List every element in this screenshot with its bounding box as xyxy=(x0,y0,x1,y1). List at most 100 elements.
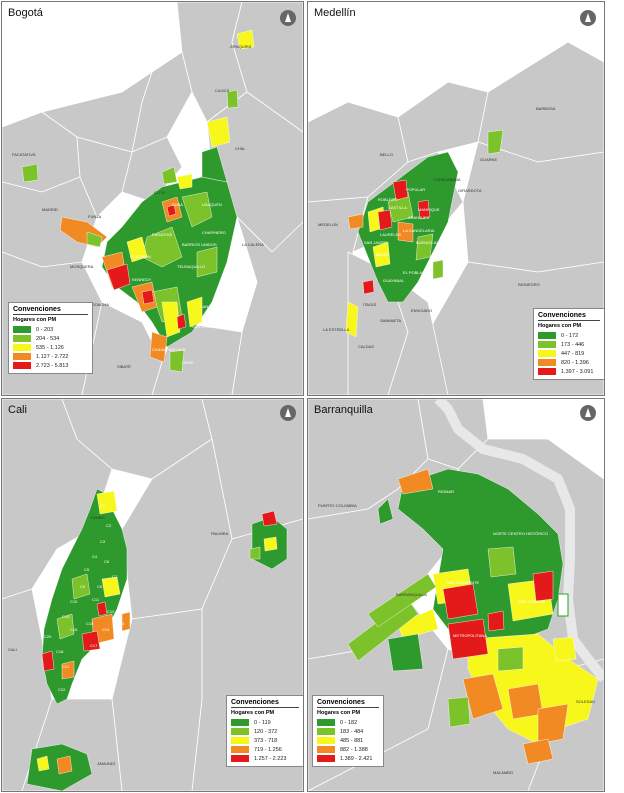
legend-title: Convenciones xyxy=(538,312,600,321)
north-arrow-icon xyxy=(280,10,296,26)
map-title-bogota: Bogotá xyxy=(8,7,43,19)
map-legend: Convenciones Hogares con PM 0 - 203 204 … xyxy=(8,302,93,374)
legend-swatch xyxy=(317,719,335,726)
place-label: USME xyxy=(182,360,194,365)
place-label: C4 xyxy=(92,554,98,559)
legend-swatch xyxy=(13,326,31,333)
place-label: BARBOSA xyxy=(536,106,556,111)
legend-item: 447 - 819 xyxy=(538,349,600,358)
legend-item: 820 - 1.396 xyxy=(538,358,600,367)
legend-item: 0 - 172 xyxy=(538,331,600,340)
legend-range: 1.127 - 2.722 xyxy=(36,353,69,360)
place-label: ARANJUEZ xyxy=(408,215,430,220)
place-label: C2 xyxy=(106,523,112,528)
legend-item: 120 - 372 xyxy=(231,727,299,736)
place-label: MOSQUERA xyxy=(70,264,94,269)
place-label: NORTE CENTRO HISTÓRICO xyxy=(493,531,549,536)
place-label: SUBA xyxy=(172,202,183,207)
place-label: CALI xyxy=(8,647,17,652)
legend-item: 719 - 1.256 xyxy=(231,745,299,754)
map-legend: Convenciones Hogares con PM 0 - 119 120 … xyxy=(226,695,303,767)
place-label: C17 xyxy=(90,643,98,648)
place-label: SABANETA xyxy=(380,318,402,323)
map-barranquilla xyxy=(308,399,604,791)
legend-swatch xyxy=(13,344,31,351)
place-label: MALAMBO xyxy=(493,770,514,775)
place-label: FONTIBÓN xyxy=(130,254,151,259)
map-legend: Convenciones Hogares con PM 0 - 182 183 … xyxy=(312,695,384,767)
place-label: ZIPAQUIRÁ xyxy=(230,44,252,49)
legend-subtitle: Hogares con PM xyxy=(317,710,361,716)
legend-range: 1.257 - 2.223 xyxy=(254,755,287,762)
legend-range: 120 - 372 xyxy=(254,728,278,735)
map-panel-bogota: Bogotá ZIPAQUIRÁ CAJICÁ CHÍA FACATATIVÁ … xyxy=(1,1,304,396)
map-title-medellin: Medellín xyxy=(314,7,356,19)
place-label: FUNZA xyxy=(88,214,102,219)
place-label: BARRIOS UNIDOS xyxy=(182,242,217,247)
north-arrow-icon xyxy=(280,405,296,421)
place-label: SIBATÉ xyxy=(117,364,131,369)
place-label: CHAPINERO xyxy=(202,230,226,235)
place-label: C9 xyxy=(80,584,86,589)
legend-item: 1.389 - 2.421 xyxy=(317,754,379,763)
legend-item: 0 - 203 xyxy=(13,325,88,334)
legend-item: 535 - 1.126 xyxy=(13,343,88,352)
place-label: C12 xyxy=(107,609,115,614)
place-label: SUR ORIENTE xyxy=(518,599,546,604)
map-title-barranquilla: Barranquilla xyxy=(314,404,373,416)
legend-swatch xyxy=(231,746,249,753)
legend-range: 0 - 119 xyxy=(254,719,271,726)
place-label: LA CALERA xyxy=(242,242,264,247)
north-arrow-icon xyxy=(580,405,596,421)
legend-item: 0 - 119 xyxy=(231,718,299,727)
legend-swatch xyxy=(13,353,31,360)
place-label: GUAYABAL xyxy=(383,278,404,283)
legend-range: 1.389 - 2.421 xyxy=(340,755,373,762)
place-label: EL POBLADO xyxy=(403,270,429,275)
place-label: CIUDAD BOLIVAR xyxy=(152,347,186,352)
legend-swatch xyxy=(538,368,556,375)
map-panel-cali: Cali YUMBO PALMIRA CALI JAMUNDÍ C1 C2 C3… xyxy=(1,398,304,792)
legend-range: 2.723 - 5.813 xyxy=(36,362,69,369)
place-label: BELÉN xyxy=(376,252,390,257)
legend-subtitle: Hogares con PM xyxy=(13,317,57,323)
map-title-cali: Cali xyxy=(8,404,27,416)
legend-range: 204 - 534 xyxy=(36,335,60,342)
legend-range: 719 - 1.256 xyxy=(254,746,282,753)
legend-range: 0 - 203 xyxy=(36,326,54,333)
place-label: CALDAS xyxy=(358,344,375,349)
legend-swatch xyxy=(231,737,249,744)
place-label: FACATATIVÁ xyxy=(12,152,36,157)
place-label: C15 xyxy=(86,621,94,626)
legend-item: 0 - 182 xyxy=(317,718,379,727)
legend-range: 183 - 484 xyxy=(340,728,364,735)
place-label: C21 xyxy=(62,664,70,669)
place-label: LAURELES xyxy=(380,232,401,237)
place-label: C14 xyxy=(102,627,110,632)
place-label: KENNEDY xyxy=(132,277,152,282)
place-label: MADRID xyxy=(42,207,58,212)
legend-swatch xyxy=(231,719,249,726)
legend-swatch xyxy=(13,335,31,342)
place-label: GUARNE xyxy=(480,157,498,162)
legend-range: 820 - 1.396 xyxy=(561,359,589,366)
place-label: COTA xyxy=(154,190,165,195)
place-label: ENGATIVÁ xyxy=(152,232,172,237)
legend-swatch xyxy=(231,755,249,762)
legend-swatch xyxy=(538,332,556,339)
north-arrow-icon xyxy=(580,10,596,26)
legend-swatch xyxy=(538,341,556,348)
legend-subtitle: Hogares con PM xyxy=(231,710,275,716)
legend-item: 373 - 718 xyxy=(231,736,299,745)
place-label: PUERTO COLOMBIA xyxy=(318,503,357,508)
place-label: BUENOS AIRES xyxy=(416,240,446,245)
place-label: RIONEGRO xyxy=(518,282,540,287)
place-label: PALMIRA xyxy=(211,531,229,536)
legend-title: Convenciones xyxy=(231,699,299,708)
place-label: LA ESTRELLA xyxy=(323,327,350,332)
place-label: C13 xyxy=(117,621,125,626)
place-label: C6 xyxy=(104,559,110,564)
place-label: SAN CRISTOBAL xyxy=(192,324,224,329)
legend-title: Convenciones xyxy=(317,699,379,708)
legend-range: 447 - 819 xyxy=(561,350,585,357)
